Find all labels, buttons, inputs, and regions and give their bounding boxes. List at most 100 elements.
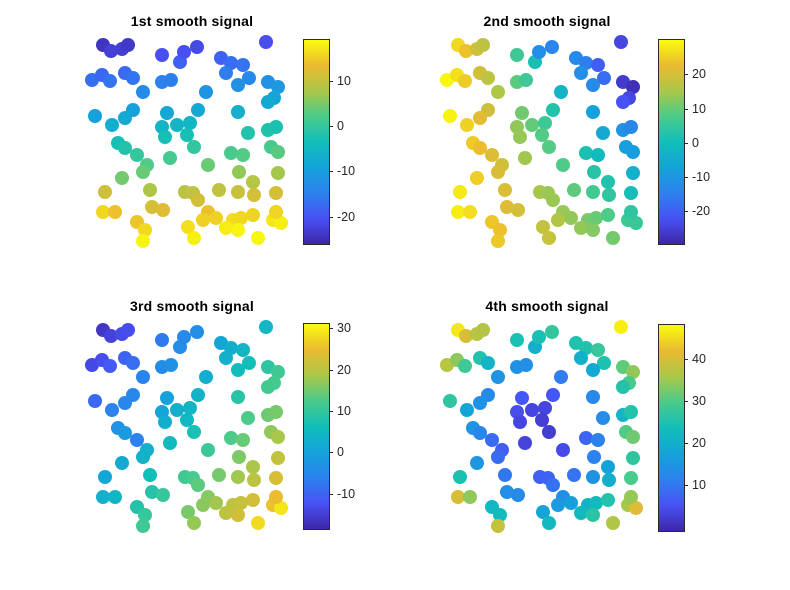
scatter-point [538,116,553,131]
scatter-point [245,492,260,507]
scatter-point [573,351,588,366]
subplot-1-title: 1st smooth signal [130,13,254,29]
scatter-point [233,211,248,226]
scatter-point [513,130,528,145]
scatter-point [270,165,285,180]
scatter-point [535,412,550,427]
colorbar-tick-mark [684,143,688,144]
colorbar-tick-mark [329,217,333,218]
scatter-point [181,219,196,234]
subplot-2-axes [440,33,648,248]
scatter-point [545,387,560,402]
scatter-point [601,187,616,202]
colorbar-tick-label: 10 [692,102,706,116]
scatter-point [195,212,210,227]
scatter-point [473,140,488,155]
scatter-point [623,471,638,486]
scatter-point [544,324,559,339]
scatter-point [510,48,525,63]
scatter-point [623,119,638,134]
scatter-point [541,231,556,245]
scatter-point [605,516,620,530]
scatter-point [553,84,568,99]
colorbar-tick-mark [684,443,688,444]
colorbar-tick-label: 10 [337,404,351,418]
scatter-point [164,73,179,88]
scatter-point [463,204,478,219]
scatter-point [476,323,491,338]
scatter-point [500,200,515,215]
scatter-point [443,109,458,124]
scatter-point [493,507,508,522]
scatter-point [550,212,565,227]
colorbar-tick-label: -20 [692,204,711,218]
scatter-point [451,489,466,504]
scatter-point [208,211,223,226]
scatter-point [258,34,273,49]
scatter-point [268,404,283,419]
scatter-point [588,496,603,511]
scatter-point [538,401,553,416]
scatter-point [103,73,118,88]
scatter-point [98,185,113,199]
scatter-point [241,70,256,85]
scatter-point [198,369,213,384]
scatter-point [195,497,210,512]
scatter-point [550,497,565,512]
scatter-point [181,504,196,519]
scatter-point [596,355,611,370]
scatter-point [103,358,118,373]
scatter-point [198,84,213,99]
scatter-point [156,203,171,218]
scatter-point [183,401,198,416]
colorbar-tick-mark [684,177,688,178]
scatter-point [498,468,513,483]
scatter-point [595,411,610,426]
scatter-point [250,516,265,530]
scatter-point [493,222,508,237]
scatter-point [541,516,556,530]
scatter-point [590,58,605,72]
scatter-point [163,151,178,166]
scatter-point [500,485,515,500]
scatter-point [600,460,615,475]
subplot-3-axes [85,318,293,533]
scatter-point [563,496,578,511]
scatter-point [233,496,248,511]
colorbar-tick-label: -10 [337,487,356,501]
scatter-point [200,443,215,458]
colorbar-tick-label: -10 [692,170,711,184]
scatter-point [246,472,261,487]
scatter-point [525,403,540,417]
scatter-point [268,489,283,504]
scatter-point [541,425,556,440]
scatter-point [200,158,215,173]
scatter-point [130,147,145,162]
scatter-point [104,44,119,59]
scatter-point [88,394,103,409]
scatter-point [585,185,600,199]
scatter-point [532,45,547,60]
scatter-point [231,450,246,465]
scatter-point [270,450,285,465]
scatter-point [585,470,600,484]
scatter-point [211,183,226,198]
scatter-point [121,38,136,53]
scatter-point [519,358,534,373]
scatter-point [218,351,233,366]
scatter-point [585,390,600,405]
scatter-point [115,171,130,185]
scatter-point [491,84,506,99]
scatter-point [485,432,500,447]
scatter-point [235,147,250,162]
scatter-point [595,126,610,141]
scatter-point [105,118,120,132]
scatter-point [545,102,560,117]
scatter-point [108,489,123,504]
scatter-point [511,203,526,218]
scatter-point [136,84,151,99]
colorbar-tick-label: 0 [337,119,344,133]
scatter-point [158,130,173,145]
scatter-point [470,456,485,470]
colorbar-tick-label: -20 [337,210,356,224]
